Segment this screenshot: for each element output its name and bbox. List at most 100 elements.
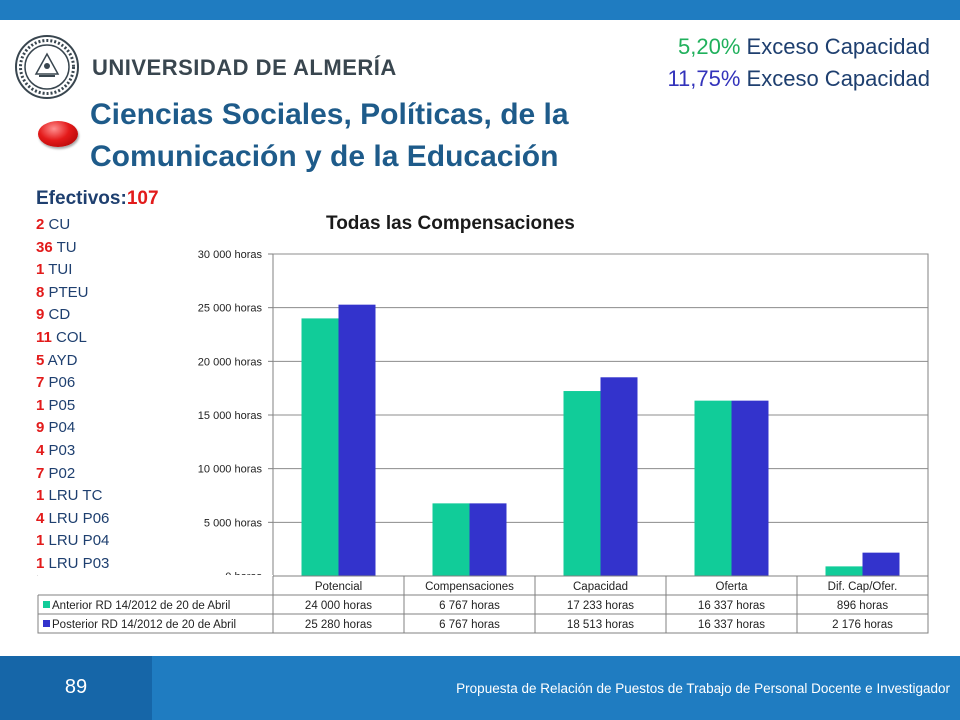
staff-category: CD xyxy=(44,306,71,324)
y-tick-label: 25 000 horas xyxy=(198,303,263,315)
staff-count: 1 xyxy=(36,261,45,279)
staff-count: 1 xyxy=(36,487,45,505)
slide-title: Ciencias Sociales, Políticas, de la Comu… xyxy=(90,98,569,173)
staff-category: TU xyxy=(52,238,77,256)
staff-category: LRU P04 xyxy=(44,532,110,550)
staff-count: 2 xyxy=(36,216,45,233)
staff-category: PTEU xyxy=(44,283,89,301)
staff-count: 5 xyxy=(36,351,45,369)
staff-category: AYD xyxy=(44,351,78,369)
staff-item: 5 AYD xyxy=(36,350,109,373)
staff-item: 9 CD xyxy=(36,304,109,327)
staff-item: 2 CU xyxy=(36,214,109,237)
bar xyxy=(694,400,732,576)
efectivos-label: Efectivos: xyxy=(36,188,127,209)
efectivos-heading: Efectivos:107 xyxy=(36,188,159,210)
staff-category: P04 xyxy=(44,419,76,437)
staff-category: LRU P06 xyxy=(44,509,110,527)
staff-category: P06 xyxy=(44,374,76,392)
staff-count: 36 xyxy=(36,238,53,256)
page-number-box xyxy=(0,656,152,720)
staff-item: 11 COL xyxy=(36,327,109,350)
staff-item: 4 LRU P06 xyxy=(36,508,109,531)
legend-swatch xyxy=(43,620,50,627)
legend-swatch xyxy=(43,601,50,608)
staff-item: 1 LRU P04 xyxy=(36,530,109,553)
exceso-pct-1: 5,20% xyxy=(678,34,741,59)
y-tick-label: 5 000 horas xyxy=(204,517,263,529)
staff-item: 1 P05 xyxy=(36,395,109,418)
red-bullet-icon xyxy=(38,121,78,147)
bar xyxy=(731,400,769,576)
y-tick-label: 15 000 horas xyxy=(198,410,263,422)
staff-item: 4 P03 xyxy=(36,440,109,463)
top-bar xyxy=(0,0,960,20)
data-table xyxy=(37,575,929,634)
staff-item: 1 LRU TC xyxy=(36,485,109,508)
staff-category: P05 xyxy=(44,396,76,414)
y-tick-label: 30 000 horas xyxy=(198,249,263,261)
series-name: Anterior RD 14/2012 de 20 de Abril xyxy=(52,600,230,612)
data-label: 896 horas xyxy=(837,600,888,612)
y-tick-label: 20 000 horas xyxy=(198,356,263,368)
data-label: 17 233 horas xyxy=(567,600,634,612)
data-label: 2 176 horas xyxy=(832,619,893,631)
staff-category: P03 xyxy=(44,441,76,459)
university-seal-icon xyxy=(15,35,79,99)
staff-count: 1 xyxy=(36,396,45,414)
data-label: 18 513 horas xyxy=(567,619,634,631)
category-label: Capacidad xyxy=(573,581,628,593)
category-label: Dif. Cap/Ofer. xyxy=(828,581,898,593)
data-label: 6 767 horas xyxy=(439,600,500,612)
university-name: UNIVERSIDAD DE ALMERÍA xyxy=(92,55,397,80)
page-number: 89 xyxy=(64,676,88,698)
bar xyxy=(862,552,900,576)
staff-count: 4 xyxy=(36,509,45,527)
staff-item: 36 TU xyxy=(36,237,109,260)
series-name: Posterior RD 14/2012 de 20 de Abril xyxy=(52,619,236,631)
chart-title: Todas las Compensaciones xyxy=(326,213,575,234)
staff-count: 8 xyxy=(36,283,45,301)
bar xyxy=(432,503,470,576)
staff-category: TUI xyxy=(44,261,73,279)
data-label: 25 280 horas xyxy=(305,619,372,631)
staff-item: 7 P02 xyxy=(36,463,109,486)
staff-list: 2 CU 36 TU 1 TUI 8 PTEU 9 CD 11 COL 5 AYD 7 P06… xyxy=(36,214,109,576)
bar xyxy=(338,304,376,576)
staff-category: LRU P03 xyxy=(44,554,110,572)
staff-category: COL xyxy=(51,328,87,346)
staff-count: 7 xyxy=(36,464,45,482)
bar xyxy=(469,503,507,576)
bar xyxy=(825,566,863,576)
y-tick-label: 10 000 horas xyxy=(198,464,263,476)
staff-count: 4 xyxy=(36,441,45,459)
staff-item: 9 P04 xyxy=(36,417,109,440)
staff-count: 9 xyxy=(36,419,45,437)
staff-category: CU xyxy=(44,216,71,233)
footer-bar: 89 Propuesta de Relación de Puestos de T… xyxy=(0,656,960,720)
category-label: Potencial xyxy=(315,581,362,593)
exceso-label-1: Exceso Capacidad xyxy=(740,34,930,59)
staff-count: 1 xyxy=(36,554,45,572)
staff-count: 1 xyxy=(36,532,45,550)
data-label: 6 767 horas xyxy=(439,619,500,631)
bar xyxy=(600,377,638,576)
exceso-pct-2: 11,75% xyxy=(667,66,741,91)
footer-text: Propuesta de Relación de Puestos de Trab… xyxy=(456,681,950,696)
bar xyxy=(563,391,601,576)
staff-category: LRU TC xyxy=(44,487,103,505)
bar xyxy=(301,318,339,576)
data-label: 16 337 horas xyxy=(698,600,765,612)
data-label: 24 000 horas xyxy=(305,600,372,612)
exceso-capacidad-2: 11,75% Exceso Capacidad xyxy=(667,66,930,92)
efectivos-value: 107 xyxy=(126,188,159,209)
staff-item: 1 LRU P03 xyxy=(36,553,109,576)
category-label: Compensaciones xyxy=(425,581,514,593)
category-label: Oferta xyxy=(716,581,749,593)
staff-count: 11 xyxy=(36,328,52,346)
staff-item: 7 P06 xyxy=(36,372,109,395)
exceso-capacidad-1: 5,20% Exceso Capacidad xyxy=(678,34,930,60)
staff-count: 7 xyxy=(36,374,45,392)
data-label: 16 337 horas xyxy=(698,619,765,631)
